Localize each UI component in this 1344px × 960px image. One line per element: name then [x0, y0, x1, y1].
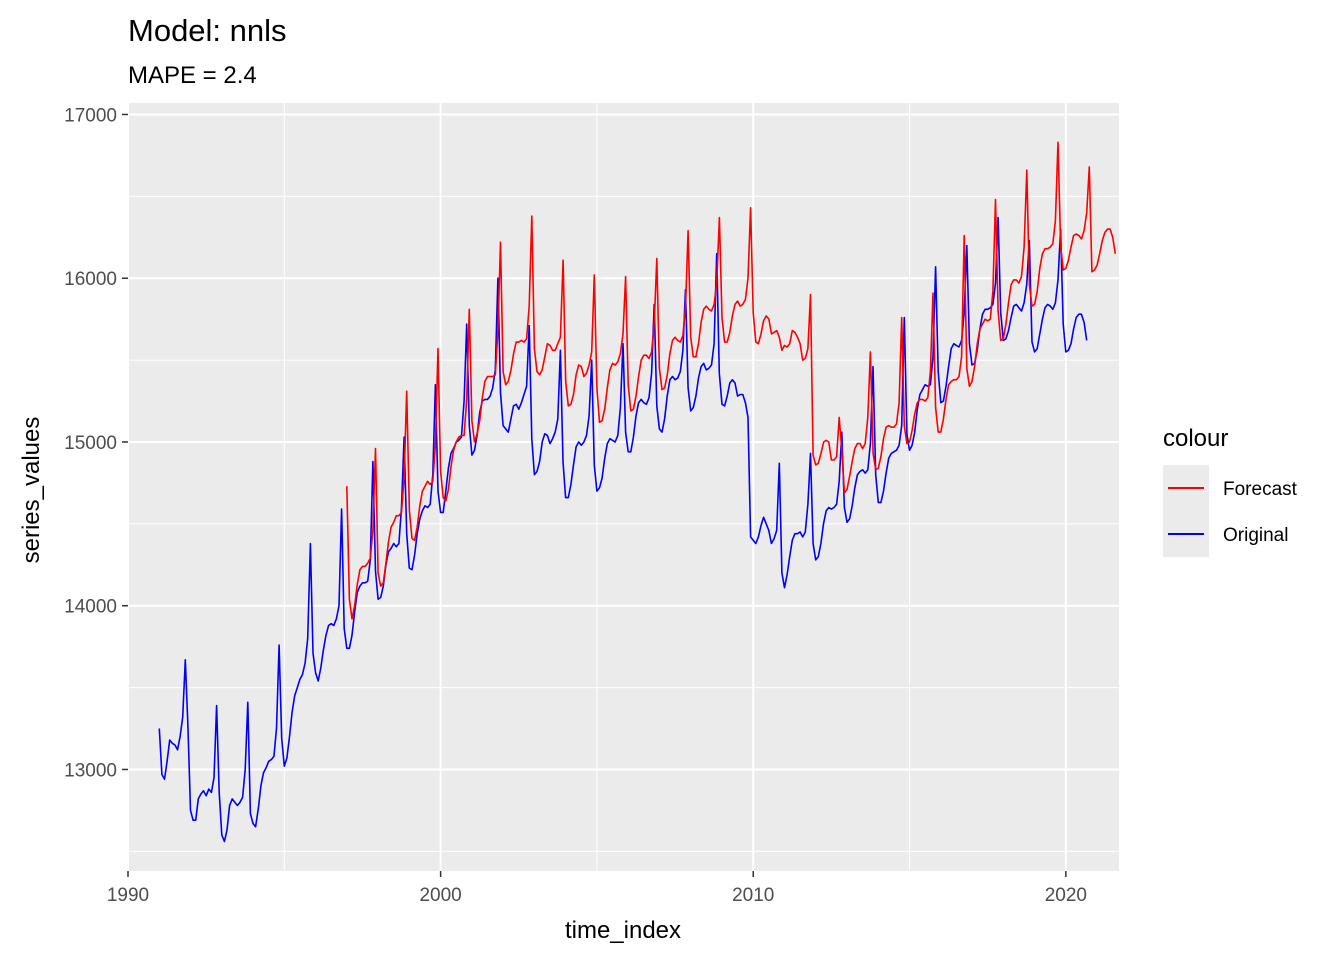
- series-line-original: [158, 216, 1088, 843]
- major-gridlines: [127, 103, 1119, 871]
- series-line-forecast: [346, 141, 1117, 620]
- legend-label-forecast: Forecast: [1223, 479, 1298, 500]
- legend: colour Forecast Original: [1163, 425, 1298, 557]
- y-tick-label: 13000: [64, 760, 117, 781]
- series-lines: [158, 141, 1117, 843]
- plot-panel: [128, 103, 1119, 871]
- legend-label-original: Original: [1223, 525, 1288, 546]
- y-tick-label: 15000: [64, 433, 117, 454]
- chart-title: Model: nnls: [128, 13, 287, 48]
- y-tick-label: 17000: [64, 105, 117, 126]
- x-tick-label: 2020: [1045, 885, 1087, 906]
- chart-subtitle: MAPE = 2.4: [128, 62, 257, 89]
- x-tick-label: 2010: [732, 885, 774, 906]
- y-axis-title: series_values: [18, 417, 45, 564]
- x-tick-label: 2000: [419, 885, 461, 906]
- y-tick-label: 14000: [64, 597, 117, 618]
- y-axis: 13000 14000 15000 16000 17000: [64, 105, 128, 781]
- legend-title: colour: [1163, 425, 1228, 452]
- y-tick-label: 16000: [64, 269, 117, 290]
- x-axis: 1990 2000 2010 2020: [107, 871, 1087, 906]
- x-tick-label: 1990: [107, 885, 149, 906]
- x-axis-title: time_index: [565, 917, 681, 944]
